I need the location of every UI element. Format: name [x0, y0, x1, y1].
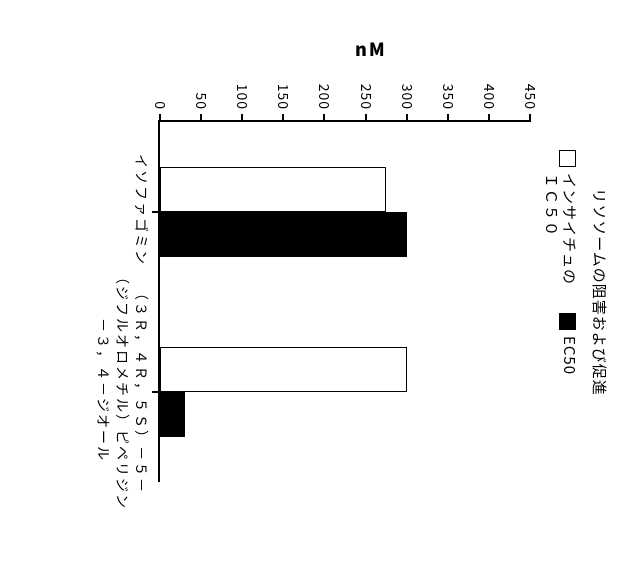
ytick-label: 0 [150, 101, 170, 110]
ytick-label: 100 [232, 84, 252, 110]
legend-entry-ec50: EC50 [559, 313, 578, 375]
ytick-label: 150 [273, 84, 293, 110]
ytick-label: 350 [438, 84, 458, 110]
ytick-label: 50 [191, 92, 211, 110]
chart-title: リソソームの阻害および促進 [589, 0, 610, 584]
xtick [152, 211, 160, 213]
ytick-label: 400 [479, 84, 499, 110]
ytick [241, 114, 243, 122]
bar-piperidine-diol-ec50 [160, 392, 185, 437]
chart-canvas: リソソームの阻害および促進 インサイチュの ＩＣ５０ EC50 nM 05010… [0, 0, 640, 584]
category-label-piperidine-diol: （３Ｒ，４Ｒ，５Ｓ）－５－ （ジフルオロメチル）ピペリジン －３，４－ジオール [93, 260, 150, 520]
y-axis-label: nM [355, 36, 387, 62]
ytick [200, 114, 202, 122]
ytick [323, 114, 325, 122]
legend-label-ic50: インサイチュの ＩＣ５０ [542, 173, 578, 285]
ytick [488, 114, 490, 122]
category-label-isofagomine: イソファゴミン [131, 140, 150, 280]
xtick [152, 391, 160, 393]
ytick [447, 114, 449, 122]
legend-entry-ic50: インサイチュの ＩＣ５０ [542, 150, 578, 285]
ytick [365, 114, 367, 122]
bar-isofagomine-ec50 [160, 212, 407, 257]
bar-isofagomine-ic50 [160, 167, 386, 212]
legend: インサイチュの ＩＣ５０ EC50 [542, 150, 578, 375]
legend-swatch-filled [559, 313, 576, 330]
bar-piperidine-diol-ic50 [160, 347, 407, 392]
ytick-label: 300 [397, 84, 417, 110]
ytick [282, 114, 284, 122]
stage: リソソームの阻害および促進 インサイチュの ＩＣ５０ EC50 nM 05010… [0, 0, 640, 584]
ytick-label: 450 [520, 84, 540, 110]
legend-label-ec50: EC50 [560, 336, 578, 375]
ytick [529, 114, 531, 122]
ytick [159, 114, 161, 122]
ytick [406, 114, 408, 122]
legend-swatch-open [559, 150, 576, 167]
ytick-label: 250 [356, 84, 376, 110]
ytick-label: 200 [314, 84, 334, 110]
plot-area: 050100150200250300350400450 [158, 120, 530, 482]
